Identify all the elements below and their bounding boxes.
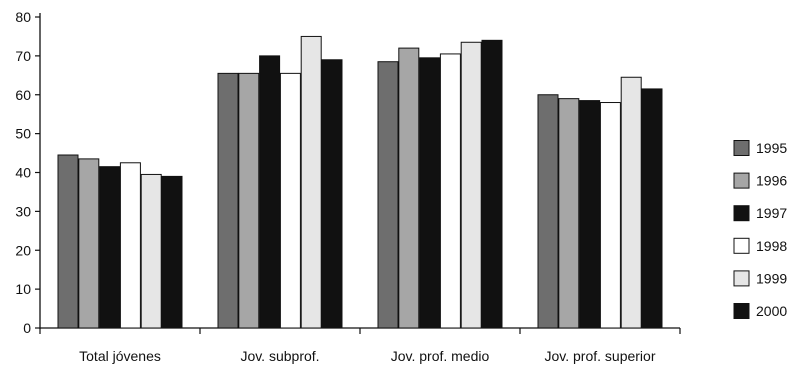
category-label: Jov. prof. medio [391, 348, 490, 364]
legend-swatch-2000 [733, 303, 750, 319]
bar-1996 [558, 98, 580, 329]
bar-1999 [460, 41, 482, 329]
category-label: Total jóvenes [79, 348, 161, 364]
bar-1996 [78, 158, 100, 329]
bar-1995 [377, 61, 399, 329]
legend-label: 1996 [756, 173, 787, 189]
legend-label: 2000 [756, 303, 787, 319]
legend-swatch-1997 [733, 205, 750, 222]
legend-label: 1998 [756, 238, 787, 254]
bars [57, 35, 663, 329]
y-tick-label: 70 [15, 48, 31, 64]
y-tick-label: 50 [15, 126, 31, 142]
y-tick-label: 80 [15, 9, 31, 25]
legend-swatch-1998 [733, 237, 750, 254]
bar-2000 [641, 88, 663, 329]
y-tick-label: 10 [15, 281, 31, 297]
legend-swatch-1999 [733, 270, 750, 287]
bar-1997 [579, 100, 601, 329]
bar-2000 [161, 175, 183, 329]
bar-1995 [217, 72, 239, 329]
bar-1999 [620, 76, 642, 329]
category-label: Jov. subprof. [240, 348, 319, 364]
bar-2000 [481, 39, 503, 329]
legend-label: 1999 [756, 270, 787, 286]
category-label: Jov. prof. superior [544, 348, 655, 364]
bar-1995 [537, 94, 559, 329]
legend-label: 1995 [756, 140, 787, 156]
axes: 0 10 20 30 40 50 60 70 80 Total jóvenes Jov. subpr… [15, 9, 681, 364]
bar-1996 [398, 47, 420, 329]
bar-1998 [599, 102, 621, 329]
y-tick-label: 60 [15, 87, 31, 103]
bar-1995 [57, 154, 79, 329]
bar-1996 [238, 72, 260, 329]
bar-2000 [321, 59, 343, 329]
legend-label: 1997 [756, 205, 787, 221]
legend-swatch-1996 [733, 172, 750, 189]
bar-1998 [279, 72, 301, 329]
legend-swatch-1995 [733, 140, 750, 156]
y-tick-label: 0 [23, 320, 31, 336]
y-tick-label: 20 [15, 242, 31, 258]
bar-1997 [259, 55, 281, 329]
y-tick-label: 30 [15, 203, 31, 219]
legend: 1995 1996 1997 1998 1999 2000 [733, 140, 787, 319]
y-tick-label: 40 [15, 165, 31, 181]
bar-1999 [140, 173, 162, 329]
bar-1999 [300, 35, 322, 329]
bar-1998 [439, 53, 461, 329]
bar-1997 [99, 166, 121, 329]
bar-1997 [419, 57, 441, 329]
bar-1998 [119, 162, 141, 329]
